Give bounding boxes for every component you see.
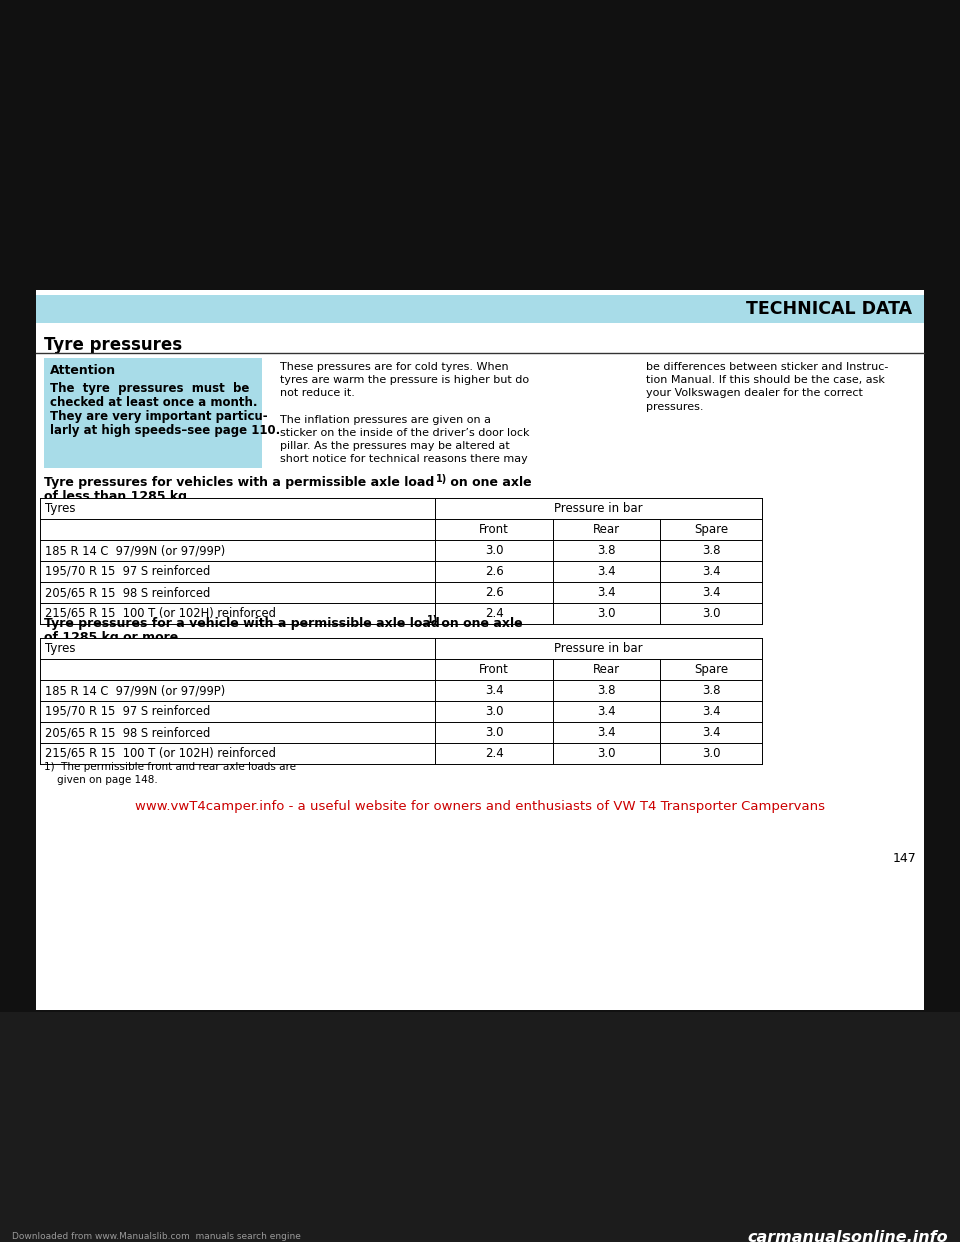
Text: 3.4: 3.4 — [702, 727, 720, 739]
Bar — [36, 296, 924, 323]
Text: not reduce it.: not reduce it. — [280, 389, 355, 399]
Text: Tyres: Tyres — [45, 502, 76, 515]
Text: 185 R 14 C  97/99N (or 97/99P): 185 R 14 C 97/99N (or 97/99P) — [45, 544, 226, 556]
Text: tion Manual. If this should be the case, ask: tion Manual. If this should be the case,… — [646, 375, 885, 385]
Text: The inflation pressures are given on a: The inflation pressures are given on a — [280, 415, 491, 425]
Text: 195/70 R 15  97 S reinforced: 195/70 R 15 97 S reinforced — [45, 705, 210, 718]
Text: 3.8: 3.8 — [702, 544, 720, 556]
Text: tyres are warm the pressure is higher but do: tyres are warm the pressure is higher bu… — [280, 375, 529, 385]
Text: 3.0: 3.0 — [702, 607, 720, 620]
Text: These pressures are for cold tyres. When: These pressures are for cold tyres. When — [280, 361, 509, 373]
Text: 205/65 R 15  98 S reinforced: 205/65 R 15 98 S reinforced — [45, 586, 210, 599]
Text: checked at least once a month.: checked at least once a month. — [50, 396, 257, 409]
Text: Tyre pressures for a vehicle with a permissible axle load: Tyre pressures for a vehicle with a perm… — [44, 617, 440, 630]
Text: 2.4: 2.4 — [485, 746, 503, 760]
Text: 3.8: 3.8 — [702, 684, 720, 697]
Text: 3.4: 3.4 — [702, 565, 720, 578]
Text: given on page 148.: given on page 148. — [44, 775, 157, 785]
Text: 2.4: 2.4 — [485, 607, 503, 620]
Text: 1): 1) — [427, 615, 439, 625]
Text: 3.8: 3.8 — [597, 544, 615, 556]
Text: Tyres: Tyres — [45, 642, 76, 655]
Text: on one axle: on one axle — [446, 476, 532, 489]
Text: They are very important particu-: They are very important particu- — [50, 410, 268, 424]
Text: 215/65 R 15  100 T (or 102H) reinforced: 215/65 R 15 100 T (or 102H) reinforced — [45, 607, 276, 620]
Text: larly at high speeds–see page 110.: larly at high speeds–see page 110. — [50, 424, 280, 437]
Text: Attention: Attention — [50, 364, 116, 378]
Text: pressures.: pressures. — [646, 401, 704, 411]
Text: Rear: Rear — [593, 523, 620, 537]
Text: 205/65 R 15  98 S reinforced: 205/65 R 15 98 S reinforced — [45, 727, 210, 739]
Bar — [0, 1012, 960, 1242]
Text: 3.0: 3.0 — [702, 746, 720, 760]
Text: 3.4: 3.4 — [485, 684, 503, 697]
Text: 3.0: 3.0 — [485, 544, 503, 556]
Text: Pressure in bar: Pressure in bar — [554, 642, 643, 655]
Text: 195/70 R 15  97 S reinforced: 195/70 R 15 97 S reinforced — [45, 565, 210, 578]
Text: of less than 1285 kg: of less than 1285 kg — [44, 491, 187, 503]
Text: on one axle: on one axle — [437, 617, 522, 630]
Text: your Volkswagen dealer for the correct: your Volkswagen dealer for the correct — [646, 389, 863, 399]
Text: 3.4: 3.4 — [597, 565, 615, 578]
Text: Spare: Spare — [694, 523, 728, 537]
Bar — [40, 498, 762, 623]
Text: of 1285 kg or more: of 1285 kg or more — [44, 631, 179, 645]
Text: Front: Front — [479, 523, 509, 537]
Bar — [36, 289, 924, 1010]
Text: 3.0: 3.0 — [597, 607, 615, 620]
Text: Tyre pressures for vehicles with a permissible axle load: Tyre pressures for vehicles with a permi… — [44, 476, 434, 489]
Text: 1)  The permissible front and rear axle loads are: 1) The permissible front and rear axle l… — [44, 763, 296, 773]
Text: 185 R 14 C  97/99N (or 97/99P): 185 R 14 C 97/99N (or 97/99P) — [45, 684, 226, 697]
Text: 3.8: 3.8 — [597, 684, 615, 697]
Text: Downloaded from www.Manualslib.com  manuals search engine: Downloaded from www.Manualslib.com manua… — [12, 1232, 300, 1241]
Text: 3.0: 3.0 — [485, 705, 503, 718]
Text: be differences between sticker and Instruc-: be differences between sticker and Instr… — [646, 361, 888, 373]
Text: Tyre pressures: Tyre pressures — [44, 337, 182, 354]
Text: 147: 147 — [892, 852, 916, 864]
Text: Spare: Spare — [694, 663, 728, 676]
Text: 2.6: 2.6 — [485, 586, 503, 599]
Text: 3.4: 3.4 — [702, 586, 720, 599]
Text: 3.4: 3.4 — [597, 586, 615, 599]
Text: 3.4: 3.4 — [597, 705, 615, 718]
Text: 3.0: 3.0 — [485, 727, 503, 739]
Text: 1): 1) — [436, 474, 447, 484]
Text: Front: Front — [479, 663, 509, 676]
Text: 2.6: 2.6 — [485, 565, 503, 578]
Bar — [40, 638, 762, 764]
Text: 3.0: 3.0 — [597, 746, 615, 760]
Text: carmanualsonline.info: carmanualsonline.info — [748, 1230, 948, 1242]
Text: TECHNICAL DATA: TECHNICAL DATA — [746, 301, 912, 318]
Text: www.vwT4camper.info - a useful website for owners and enthusiasts of VW T4 Trans: www.vwT4camper.info - a useful website f… — [135, 800, 825, 814]
Text: 215/65 R 15  100 T (or 102H) reinforced: 215/65 R 15 100 T (or 102H) reinforced — [45, 746, 276, 760]
Text: 3.4: 3.4 — [702, 705, 720, 718]
Text: short notice for technical reasons there may: short notice for technical reasons there… — [280, 455, 528, 465]
Bar — [44, 358, 262, 468]
Text: 3.4: 3.4 — [597, 727, 615, 739]
Text: Rear: Rear — [593, 663, 620, 676]
Text: pillar. As the pressures may be altered at: pillar. As the pressures may be altered … — [280, 441, 510, 451]
Text: sticker on the inside of the driver’s door lock: sticker on the inside of the driver’s do… — [280, 428, 530, 438]
Text: Pressure in bar: Pressure in bar — [554, 502, 643, 515]
Text: The  tyre  pressures  must  be: The tyre pressures must be — [50, 383, 250, 395]
